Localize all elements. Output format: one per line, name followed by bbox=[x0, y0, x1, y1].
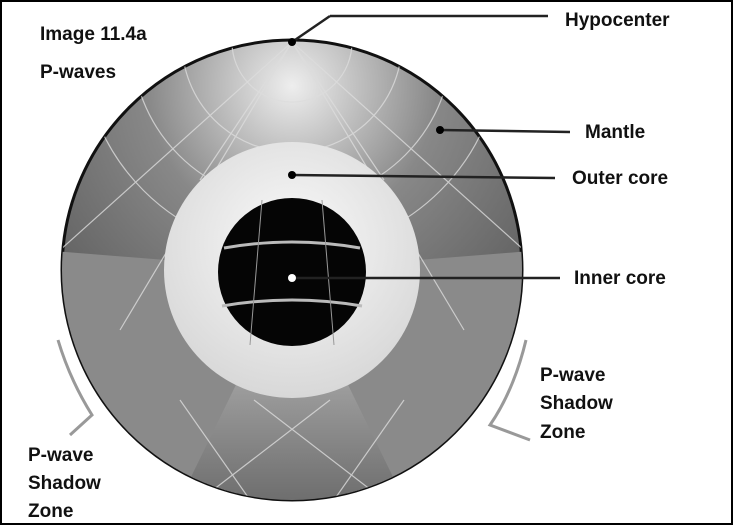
label: Outer core bbox=[572, 168, 668, 189]
shadow-label: Zone bbox=[28, 501, 73, 522]
subtitle: P-waves bbox=[40, 62, 116, 83]
title: Image 11.4a bbox=[40, 24, 147, 45]
label: Inner core bbox=[574, 268, 666, 289]
label: Mantle bbox=[585, 122, 645, 143]
shadow-label: Shadow bbox=[540, 393, 613, 414]
shadow-label: P-wave bbox=[28, 445, 93, 466]
shadow-label: P-wave bbox=[540, 365, 605, 386]
label: Hypocenter bbox=[565, 10, 670, 31]
leaders bbox=[291, 14, 571, 280]
shadow-label: Shadow bbox=[28, 473, 101, 494]
shadow-brackets bbox=[56, 339, 531, 442]
shadow-label: Zone bbox=[540, 422, 585, 443]
dots bbox=[288, 38, 444, 282]
